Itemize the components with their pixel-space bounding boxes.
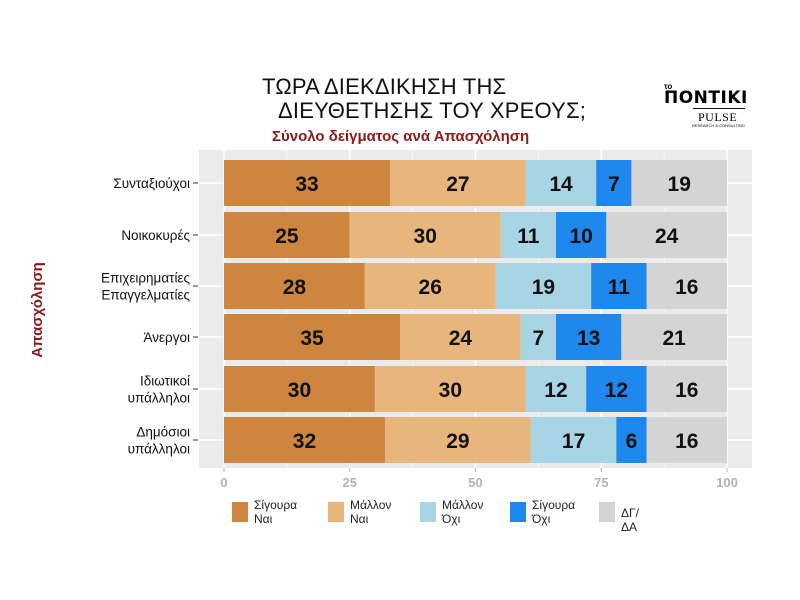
x-tick-label: 75	[594, 475, 608, 490]
legend-label: Σίγουρα Όχι	[532, 498, 576, 526]
bar-value-label: 19	[532, 276, 555, 299]
legend-label: Μάλλον Ναι	[350, 498, 392, 526]
legend-swatch	[420, 502, 436, 522]
legend-label: ΔΓ/ΔΑ	[621, 506, 639, 534]
logo-divider	[693, 108, 745, 109]
bar-value-label: 14	[549, 173, 573, 196]
bar-value-label: 12	[544, 379, 567, 402]
bar-value-label: 25	[275, 225, 299, 248]
bar-value-label: 13	[577, 327, 600, 350]
bar-value-label: 11	[608, 276, 631, 299]
bar-value-label: 16	[675, 430, 698, 453]
bar-segment	[364, 263, 496, 309]
pontiki-pulse-logo: το ΠΟΝΤΙΚΙ PULSE RESEARCH & CONSULTING	[664, 80, 754, 130]
bar-value-label: 30	[288, 379, 311, 402]
y-axis-title: Απασχόληση	[29, 262, 46, 358]
bar-segment	[525, 160, 597, 206]
bar-segment	[520, 314, 556, 360]
bar-value-label: 16	[675, 276, 698, 299]
bar-segment	[646, 417, 727, 463]
bar-value-label: 26	[419, 276, 442, 299]
bar-segment	[384, 417, 531, 463]
category-label: υπάλληλοι	[128, 391, 190, 406]
bar-value-label: 7	[533, 327, 545, 350]
legend-swatch	[232, 502, 248, 522]
logo-name: ΠΟΝΤΙΚΙ	[664, 88, 748, 108]
bar-value-label: 16	[675, 379, 698, 402]
bar-segment	[530, 417, 617, 463]
bar-segment	[586, 366, 647, 412]
bar-value-label: 28	[283, 276, 307, 299]
category-label: Δημόσιοι	[136, 425, 190, 440]
bar-value-label: 30	[439, 379, 462, 402]
bar-segment	[591, 263, 647, 309]
bar-value-label: 30	[414, 225, 437, 248]
bar-segment	[349, 212, 501, 258]
bar-segment	[621, 314, 727, 360]
bar-value-label: 21	[663, 327, 687, 350]
bar-segment	[555, 314, 622, 360]
bar-value-label: 11	[517, 225, 540, 248]
bar-segment	[374, 366, 526, 412]
bar-value-label: 17	[562, 430, 585, 453]
bar-segment	[224, 263, 365, 309]
bar-segment	[646, 263, 727, 309]
bar-value-label: 12	[605, 379, 628, 402]
bar-segment	[525, 366, 587, 412]
category-label: Νοικοκυρές	[121, 228, 190, 243]
category-label: Ιδιωτικοί	[140, 374, 190, 389]
x-tick-label: 100	[716, 475, 738, 490]
chart-title-line-1: ΤΩΡΑ ΔΙΕΚΔΙΚΗΣΗ ΤΗΣ	[262, 74, 507, 99]
bar-segment	[224, 212, 350, 258]
bar-segment	[224, 417, 385, 463]
bar-value-label: 32	[293, 430, 316, 453]
bar-value-label: 7	[608, 173, 620, 196]
bar-value-label: 6	[626, 430, 638, 453]
logo-prefix: το	[664, 82, 673, 91]
bar-segment	[389, 160, 526, 206]
legend-swatch	[328, 502, 344, 522]
bar-segment	[400, 314, 521, 360]
bar-value-label: 10	[569, 225, 592, 248]
bar-segment	[500, 212, 556, 258]
bar-segment	[616, 417, 647, 463]
bar-segment	[646, 366, 727, 412]
x-tick-label: 25	[343, 475, 357, 490]
bar-segment	[631, 160, 727, 206]
bar-value-label: 24	[655, 225, 679, 248]
legend-swatch	[599, 502, 615, 522]
bar-segment	[596, 160, 632, 206]
category-label: υπάλληλοι	[128, 442, 190, 457]
logo-brand: PULSE	[698, 110, 738, 124]
category-label: Επιχειρηματίες	[101, 271, 191, 286]
legend-swatch	[510, 502, 526, 522]
legend-label: Σίγουρα Ναι	[254, 498, 298, 526]
bar-segment	[606, 212, 727, 258]
category-label: Συνταξιούχοι	[113, 176, 190, 191]
bar-value-label: 27	[446, 173, 469, 196]
bar-value-label: 29	[446, 430, 469, 453]
bar-value-label: 19	[668, 173, 691, 196]
x-tick-label: 50	[468, 475, 482, 490]
category-label: Άνεργοι	[144, 330, 190, 345]
bar-segment	[224, 366, 375, 412]
x-tick-label: 0	[220, 475, 227, 490]
category-label: Επαγγελματίες	[101, 288, 190, 303]
bar-value-label: 35	[300, 327, 324, 350]
bar-value-label: 33	[295, 173, 318, 196]
bar-value-label: 24	[449, 327, 473, 350]
chart-title-line-2: ΔΙΕΥΘΕΤΗΣΗΣ ΤΟΥ ΧΡΕΟΥΣ;	[278, 98, 587, 123]
logo-tagline: RESEARCH & CONSULTING	[692, 123, 746, 128]
chart-subtitle: Σύνολο δείγματος ανά Απασχόληση	[272, 128, 530, 145]
bar-segment	[224, 314, 401, 360]
bar-segment	[224, 160, 390, 206]
bar-segment	[495, 263, 592, 309]
legend-label: Μάλλον Όχι	[442, 498, 484, 526]
bar-segment	[555, 212, 607, 258]
